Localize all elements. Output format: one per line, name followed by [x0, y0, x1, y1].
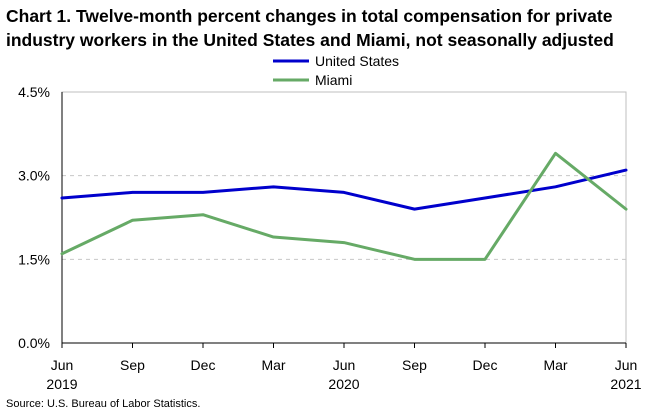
x-tick-label: Jun — [51, 357, 74, 373]
x-tick-label: Sep — [402, 357, 427, 373]
source-note: Source: U.S. Bureau of Labor Statistics. — [6, 398, 201, 410]
x-tick-label: Mar — [543, 357, 567, 373]
legend-label-miami: Miami — [315, 72, 352, 88]
x-tick-label: Jun — [615, 357, 638, 373]
chart-title: Chart 1. Twelve-month percent changes in… — [6, 6, 614, 50]
axis-layer: 0.0% 1.5% 3.0% 4.5% Jun 2019 Sep Dec Mar Jun 2020 S… — [18, 84, 642, 392]
grid-layer — [61, 91, 627, 344]
y-tick-label: 4.5% — [18, 84, 50, 100]
y-tick-label: 3.0% — [18, 168, 50, 184]
x-tick-year-label: 2019 — [46, 376, 77, 392]
x-tick-year-label: 2021 — [610, 376, 641, 392]
plot-frame — [61, 91, 627, 344]
x-tick-year-label: 2020 — [328, 376, 359, 392]
series-layer — [60, 151, 628, 261]
y-tick-label: 1.5% — [18, 251, 50, 267]
x-tick-label: Jun — [333, 357, 356, 373]
x-tick-label: Mar — [261, 357, 285, 373]
series-line-miami — [60, 151, 628, 261]
legend-label-united-states: United States — [315, 53, 399, 69]
x-tick-label: Sep — [120, 357, 145, 373]
x-tick-label: Dec — [191, 357, 216, 373]
y-tick-label: 0.0% — [18, 335, 50, 351]
legend: United States Miami — [273, 53, 399, 88]
x-tick-label: Dec — [473, 357, 498, 373]
